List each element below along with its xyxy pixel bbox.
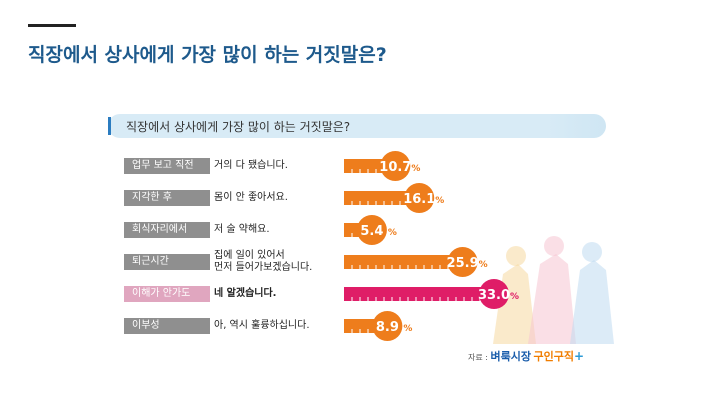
row-label: 회식자리에서 [124, 222, 210, 238]
title-accent-bar [28, 24, 76, 27]
slide-title: 직장에서 상사에게 가장 많이 하는 거짓말은? [28, 44, 387, 66]
source-brand: 벼룩시장 [490, 350, 531, 363]
bar-end-circle [380, 151, 411, 181]
bar-end-circle [404, 183, 435, 213]
data-label: 25.9 [447, 256, 479, 271]
unit-label: % [411, 164, 420, 174]
data-label: 10.7 [379, 160, 411, 175]
chart-title: 직장에서 상사에게 가장 많이 하는 거짓말은? [126, 120, 351, 134]
plus-icon: + [574, 349, 585, 363]
data-label: 5.4 [360, 224, 383, 239]
row-label: 이부성 [124, 318, 210, 334]
row-answer: 네 알겠습니다. [214, 288, 277, 299]
bar-end-circle [372, 311, 403, 341]
unit-label: % [479, 260, 488, 270]
bar-layer: 10.7 %16.1 %5.4 %25.9 %33.0 %8.9% [344, 151, 519, 341]
bar-end-circle [479, 279, 509, 309]
row-answer: 아, 역시 훌륭하십니다. [214, 320, 310, 331]
chart-title-accent [108, 117, 111, 135]
row-answer: 집에 일이 있어서 먼저 들어가보겠습니다. [214, 250, 313, 273]
chart-panel: 직장에서 상사에게 가장 많이 하는 거짓말은? 업무 보고 직전 거의 다 됐습… [108, 106, 618, 368]
bar [344, 191, 416, 205]
row-label: 이해가 안가도 [124, 286, 210, 302]
row-answer: 거의 다 됐습니다. [214, 160, 288, 171]
data-label: 33.0 [478, 288, 510, 303]
row-answer: 저 술 약해요. [214, 224, 270, 235]
bar-end-circle [447, 247, 478, 277]
unit-label: % [403, 324, 412, 334]
data-label: 8.9 [376, 320, 399, 335]
source-credit: 자료 : 벼룩시장 구인구직+ [468, 348, 584, 364]
bar [344, 159, 392, 173]
row-label: 지각한 후 [124, 190, 210, 206]
bar-end-circle [356, 215, 387, 245]
source-brand-sub: 구인구직 [533, 350, 575, 363]
bar [344, 287, 490, 301]
bar [344, 255, 459, 269]
row-label: 퇴근시간 [124, 254, 210, 270]
data-label: 16.1 [403, 192, 435, 207]
row-label: 업무 보고 직전 [124, 158, 210, 174]
chart-title-bar: 직장에서 상사에게 가장 많이 하는 거짓말은? [108, 114, 606, 138]
unit-label: % [435, 196, 444, 206]
unit-label: % [388, 228, 397, 238]
source-prefix: 자료 : [468, 353, 488, 362]
unit-label: % [510, 292, 519, 302]
row-answer: 몸이 안 좋아서요. [214, 192, 288, 203]
